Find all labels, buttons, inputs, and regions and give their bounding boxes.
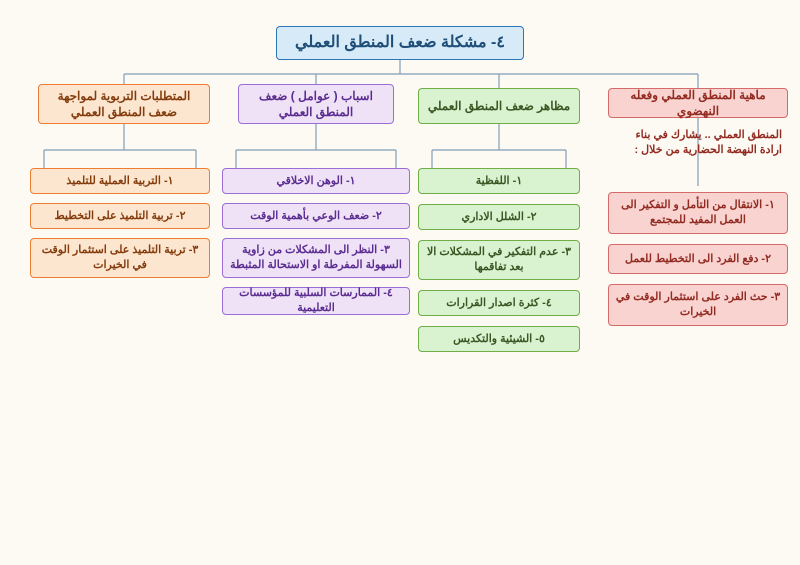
- list-item-label: ٢- دفع الفرد الى التخطيط للعمل: [625, 252, 771, 267]
- list-item: ٣- عدم التفكير في المشكلات الا بعد تفاقم…: [418, 240, 580, 280]
- list-item-label: ٣- حث الفرد على استثمار الوقت في الخيرات: [615, 290, 781, 320]
- list-item-label: ٣- تربية التلميذ على استثمار الوقت في ال…: [37, 243, 203, 273]
- list-item-label: ٤- كثرة اصدار القرارات: [446, 296, 552, 311]
- branch-header-requirements: المتطلبات التربوية لمواجهة ضعف المنطق ال…: [38, 84, 210, 124]
- branch-header-label: اسباب ( عوامل ) ضعف المنطق العملي: [245, 88, 387, 120]
- branch-note-essence: المنطق العملي .. يشارك في بناء ارادة الن…: [614, 128, 782, 159]
- branch-header-label: المتطلبات التربوية لمواجهة ضعف المنطق ال…: [45, 88, 203, 120]
- branch-header-label: مظاهر ضعف المنطق العملي: [428, 98, 570, 114]
- list-item: ٢- الشلل الاداري: [418, 204, 580, 230]
- list-item: ٢- تربية التلميذ على التخطيط: [30, 203, 210, 229]
- list-item: ١- الوهن الاخلاقي: [222, 168, 410, 194]
- list-item-label: ٤- الممارسات السلبية للمؤسسات التعليمية: [229, 286, 403, 316]
- list-item-label: ٣- عدم التفكير في المشكلات الا بعد تفاقم…: [425, 245, 573, 275]
- root-label: ٤- مشكلة ضعف المنطق العملي: [295, 32, 505, 54]
- list-item: ١- اللفظية: [418, 168, 580, 194]
- list-item: ٣- حث الفرد على استثمار الوقت في الخيرات: [608, 284, 788, 326]
- list-item: ١- التربية العملية للتلميذ: [30, 168, 210, 194]
- list-item: ٣- النظر الى المشكلات من زاوية السهولة ا…: [222, 238, 410, 278]
- branch-header-causes: اسباب ( عوامل ) ضعف المنطق العملي: [238, 84, 394, 124]
- list-item-label: ٢- ضعف الوعي بأهمية الوقت: [250, 209, 382, 224]
- list-item: ٣- تربية التلميذ على استثمار الوقت في ال…: [30, 238, 210, 278]
- list-item: ٢- ضعف الوعي بأهمية الوقت: [222, 203, 410, 229]
- list-item-label: ٥- الشيئية والتكديس: [453, 332, 545, 347]
- list-item: ٥- الشيئية والتكديس: [418, 326, 580, 352]
- branch-note-text: المنطق العملي .. يشارك في بناء ارادة الن…: [634, 129, 782, 156]
- list-item-label: ٣- النظر الى المشكلات من زاوية السهولة ا…: [229, 243, 403, 273]
- list-item-label: ١- الانتقال من التأمل و التفكير الى العم…: [615, 198, 781, 228]
- list-item-label: ١- الوهن الاخلاقي: [276, 174, 355, 189]
- list-item-label: ٢- الشلل الاداري: [461, 210, 536, 225]
- root-node: ٤- مشكلة ضعف المنطق العملي: [276, 26, 524, 60]
- list-item-label: ٢- تربية التلميذ على التخطيط: [54, 209, 185, 224]
- branch-header-label: ماهية المنطق العملي وفعله النهضوي: [615, 87, 781, 119]
- list-item: ١- الانتقال من التأمل و التفكير الى العم…: [608, 192, 788, 234]
- list-item: ٢- دفع الفرد الى التخطيط للعمل: [608, 244, 788, 274]
- branch-header-manifestations: مظاهر ضعف المنطق العملي: [418, 88, 580, 124]
- branch-header-essence: ماهية المنطق العملي وفعله النهضوي: [608, 88, 788, 118]
- list-item-label: ١- اللفظية: [476, 174, 523, 189]
- list-item: ٤- الممارسات السلبية للمؤسسات التعليمية: [222, 287, 410, 315]
- list-item: ٤- كثرة اصدار القرارات: [418, 290, 580, 316]
- list-item-label: ١- التربية العملية للتلميذ: [66, 174, 173, 189]
